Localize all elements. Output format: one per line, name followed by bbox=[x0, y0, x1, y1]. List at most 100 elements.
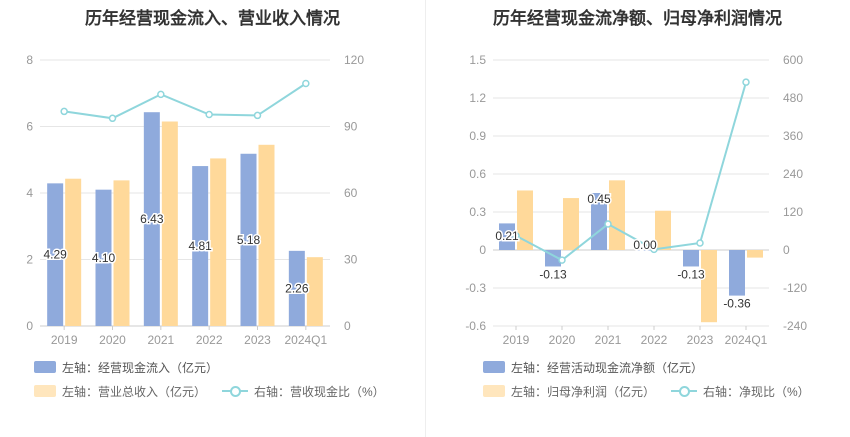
y-right-tick-label: 240 bbox=[783, 167, 803, 181]
y-left-tick-label: 4 bbox=[26, 186, 33, 200]
chart-canvas: 0 2 4 6 8 0 30 60 90 120 2019 2020 2021 2022 2023 2024Q… bbox=[26, 53, 364, 347]
ratio-point bbox=[512, 232, 520, 240]
bar-net-cash bbox=[499, 223, 515, 250]
ratio-point bbox=[157, 90, 165, 99]
chart-panel-net-cash: 历年经营现金流净额、归母净利润情况 -0.6 -0.3 0 0.3 0.6 0.9 1.2 1… bbox=[425, 0, 850, 437]
x-tick-label: 2024Q1 bbox=[725, 333, 768, 347]
legend-swatch bbox=[34, 361, 56, 373]
y-left-tick-label: 0.9 bbox=[469, 129, 486, 143]
legend-item-ratio[interactable]: 右轴：营收现金比（%） bbox=[222, 383, 385, 400]
bar-data-label: 4.81 bbox=[188, 239, 212, 253]
bar-data-label: 0.45 bbox=[587, 192, 611, 206]
bar-net-profit bbox=[655, 210, 671, 250]
bar-revenue bbox=[161, 121, 178, 326]
y-right-tick-label: 480 bbox=[783, 91, 803, 105]
bar-data-label: 5.18 bbox=[237, 233, 261, 247]
x-tick-label: 2019 bbox=[51, 333, 78, 347]
bar-net-cash bbox=[591, 193, 607, 250]
ratio-point bbox=[253, 111, 262, 120]
chart-title: 历年经营现金流净额、归母净利润情况 bbox=[493, 9, 782, 28]
bar-data-label: 6.43 bbox=[140, 212, 164, 226]
legend-row-1: 左轴：经营活动现金流净额（亿元） bbox=[483, 358, 719, 376]
legend-item-cash-ratio[interactable]: 右轴：净现比（%） bbox=[671, 383, 810, 400]
bar-net-cash bbox=[683, 250, 699, 267]
legend-label: 右轴：营收现金比（%） bbox=[254, 384, 385, 399]
bar-net-profit bbox=[563, 198, 579, 250]
y-left-tick-label: 2 bbox=[26, 253, 33, 267]
ratio-point bbox=[60, 107, 68, 116]
y-left-tick-label: 1.2 bbox=[469, 91, 486, 105]
ratio-point bbox=[696, 239, 704, 247]
ratio-point bbox=[108, 114, 117, 123]
bar-net-cash bbox=[637, 250, 653, 251]
bar-cash-inflow bbox=[143, 112, 160, 326]
legend-item-net-profit[interactable]: 左轴：归母净利润（亿元） bbox=[483, 383, 655, 400]
legend-line-swatch bbox=[222, 385, 249, 397]
bar-cash-inflow bbox=[240, 153, 257, 326]
bar-net-profit bbox=[747, 250, 763, 258]
bar-revenue bbox=[210, 158, 227, 326]
y-right-tick-label: 0 bbox=[783, 243, 790, 257]
ratio-point bbox=[205, 110, 213, 119]
y-right-tick-label: 60 bbox=[344, 186, 358, 200]
bar-cash-inflow bbox=[95, 189, 112, 326]
bar-net-cash bbox=[729, 250, 745, 296]
bar-data-label: 4.29 bbox=[43, 248, 67, 262]
bar-data-label: 2.26 bbox=[285, 281, 309, 295]
ratio-point bbox=[302, 79, 310, 88]
legend-label: 左轴：归母净利润（亿元） bbox=[511, 384, 656, 399]
y-left-tick-label: 6 bbox=[26, 120, 33, 134]
legend-item-revenue[interactable]: 左轴：营业总收入（亿元） bbox=[34, 383, 206, 400]
legend-label: 左轴：经营活动现金流净额（亿元） bbox=[511, 360, 704, 375]
legend-item-cash-inflow[interactable]: 左轴：经营现金流入（亿元） bbox=[34, 359, 218, 376]
y-right-tick-label: 600 bbox=[783, 53, 803, 67]
bar-net-profit bbox=[701, 250, 717, 323]
bar-revenue bbox=[113, 180, 130, 326]
y-left-tick-label: -0.3 bbox=[465, 281, 486, 295]
y-right-tick-label: 0 bbox=[344, 319, 351, 333]
x-tick-label: 2019 bbox=[503, 333, 530, 347]
bar-net-profit bbox=[609, 180, 625, 250]
legend-swatch bbox=[34, 385, 56, 397]
ratio-point bbox=[604, 220, 612, 228]
bar-data-label: 0.21 bbox=[495, 229, 519, 243]
legend-swatch bbox=[483, 361, 505, 373]
y-left-tick-label: 0 bbox=[26, 319, 33, 333]
x-tick-label: 2024Q1 bbox=[284, 333, 327, 347]
x-tick-label: 2020 bbox=[549, 333, 576, 347]
y-left-tick-label: 0.6 bbox=[469, 167, 486, 181]
legend-swatch bbox=[483, 385, 505, 397]
bar-revenue bbox=[258, 144, 275, 326]
legend-row-1: 左轴：经营现金流入（亿元） bbox=[34, 358, 234, 376]
bar-cash-inflow bbox=[192, 166, 209, 326]
legend-item-net-cash[interactable]: 左轴：经营活动现金流净额（亿元） bbox=[483, 359, 703, 376]
x-tick-label: 2022 bbox=[641, 333, 668, 347]
bar-data-label: -0.13 bbox=[539, 267, 567, 281]
bar-data-label: 4.10 bbox=[92, 251, 116, 265]
ratio-point bbox=[650, 245, 658, 254]
y-left-tick-label: 1.5 bbox=[469, 53, 486, 67]
ratio-line bbox=[515, 81, 747, 262]
x-tick-label: 2021 bbox=[595, 333, 622, 347]
bar-data-label: -0.13 bbox=[677, 267, 705, 281]
chart-canvas: -0.6 -0.3 0 0.3 0.6 0.9 1.2 1.5 -240 -120 0 120 240 3… bbox=[465, 53, 807, 347]
chart-title: 历年经营现金流入、营业收入情况 bbox=[85, 9, 340, 28]
bar-revenue bbox=[306, 257, 323, 326]
y-left-tick-label: 0.3 bbox=[469, 205, 486, 219]
ratio-line bbox=[64, 82, 307, 120]
legend-label: 右轴：净现比（%） bbox=[703, 384, 810, 399]
bar-net-profit bbox=[517, 190, 533, 250]
x-tick-label: 2021 bbox=[147, 333, 174, 347]
panel-divider bbox=[425, 0, 426, 437]
y-left-tick-label: 0 bbox=[479, 243, 486, 257]
y-right-tick-label: 90 bbox=[344, 120, 358, 134]
ratio-point bbox=[742, 78, 750, 86]
y-left-tick-label: -0.6 bbox=[465, 319, 486, 333]
y-left-tick-label: 8 bbox=[26, 53, 33, 67]
x-tick-label: 2022 bbox=[196, 333, 223, 347]
legend-row-2: 左轴：营业总收入（亿元） 右轴：营收现金比（%） bbox=[34, 382, 401, 400]
bar-revenue bbox=[65, 178, 82, 326]
chart-panel-cash-inflow: 历年经营现金流入、营业收入情况 0 2 4 6 8 0 30 60 90 120 2019 2020 2… bbox=[26, 9, 401, 400]
bar-data-label: -0.36 bbox=[723, 297, 751, 311]
bar-cash-inflow bbox=[47, 183, 64, 326]
